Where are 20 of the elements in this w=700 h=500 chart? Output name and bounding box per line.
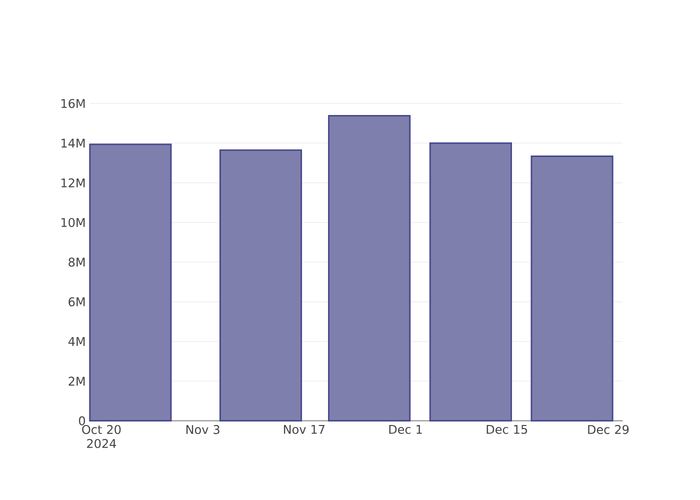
x-tick-label: Oct 20 2024 xyxy=(82,425,121,448)
y-tick-label: 2M xyxy=(68,376,85,386)
bar xyxy=(219,149,302,422)
y-tick-label: 12M xyxy=(61,178,85,188)
y-tick-label: 14M xyxy=(61,138,85,148)
x-tick-label: Dec 29 xyxy=(588,425,629,434)
x-tick-label: Nov 3 xyxy=(186,425,220,434)
bar xyxy=(328,115,411,422)
y-tick-label: 4M xyxy=(68,337,85,346)
x-tick-label: Dec 15 xyxy=(486,424,528,434)
y-tick-label: 16M xyxy=(61,98,85,108)
bar xyxy=(89,144,172,422)
y-tick-label: 6M xyxy=(68,297,85,306)
x-tick-label: Dec 1 xyxy=(389,424,422,434)
y-tick-label: 10M xyxy=(61,218,85,228)
bar xyxy=(429,142,512,422)
y-tick-label: 8M xyxy=(68,258,85,267)
x-tick-label: Nov 17 xyxy=(284,424,324,434)
bar xyxy=(530,155,614,422)
y-tick-label: 0 xyxy=(78,416,86,426)
